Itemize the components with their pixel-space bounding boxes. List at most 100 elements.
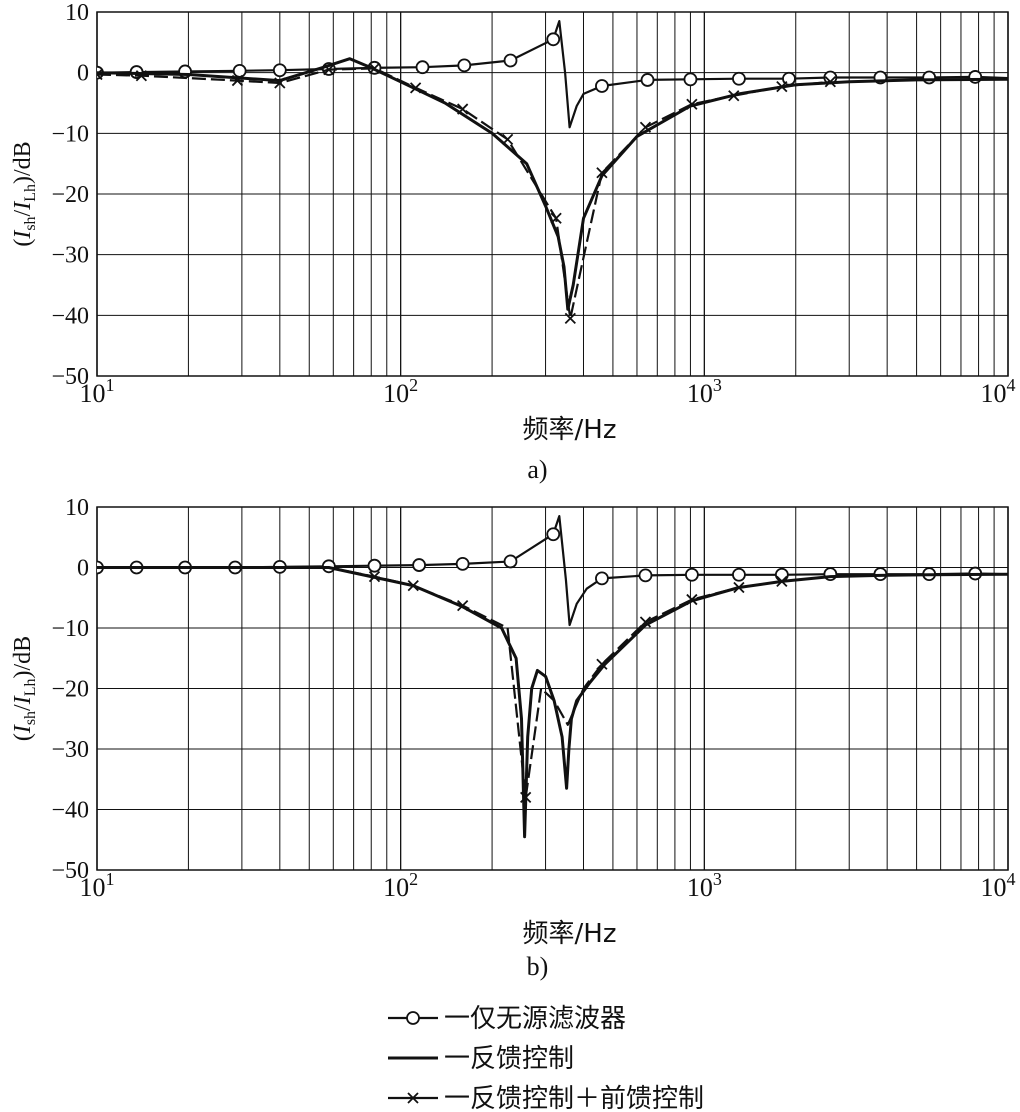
- y-axis-label: (Ish/ILh)/dB: [10, 636, 39, 741]
- x-axis-label: 频率/Hz: [523, 415, 617, 445]
- y-tick-label: 10: [65, 0, 89, 26]
- x-marker: [728, 90, 740, 102]
- circle-marker: [272, 63, 287, 78]
- x-marker: [231, 74, 244, 87]
- legend-label: 一反馈控制＋前馈控制: [444, 1084, 704, 1112]
- y-axis-label-part: (: [10, 239, 36, 247]
- y-tick-label: −20: [51, 677, 89, 703]
- x-marker: [457, 599, 469, 612]
- x-marker: [409, 82, 422, 94]
- y-tick-label: −40: [51, 798, 89, 824]
- y-axis-label-part: /I: [10, 201, 36, 217]
- x-tick-base: 10: [80, 379, 106, 408]
- legend-circle-icon: [406, 1011, 420, 1025]
- x-marker: [776, 575, 788, 588]
- x-marker: [639, 616, 652, 628]
- circle-marker: [684, 567, 699, 582]
- x-tick-exponent: 4: [1007, 375, 1016, 395]
- plot-frame: [96, 506, 1009, 871]
- circle-marker: [732, 71, 746, 86]
- x-tick-exponent: 3: [713, 375, 722, 395]
- x-tick-label: 102: [383, 869, 418, 902]
- grid: [96, 11, 1009, 377]
- series-line: [97, 57, 1008, 311]
- x-tick-base: 10: [383, 873, 409, 902]
- x-marker: [686, 98, 698, 110]
- x-tick-exponent: 3: [713, 869, 722, 889]
- x-marker: [97, 68, 103, 81]
- circle-marker: [412, 558, 426, 572]
- x-marker: [686, 593, 698, 606]
- y-axis-label-part: I: [10, 230, 36, 240]
- x-marker: [274, 77, 286, 89]
- y-axis-label-part: I: [10, 724, 36, 734]
- x-marker: [501, 133, 514, 146]
- x-marker: [368, 570, 381, 583]
- x-tick-exponent: 1: [106, 869, 115, 889]
- x-tick-base: 10: [981, 873, 1007, 902]
- y-tick-label: −10: [51, 121, 89, 147]
- y-tick-label: 10: [65, 495, 89, 521]
- y-tick-label: −40: [51, 303, 89, 329]
- y-axis-label-part: )/dB: [10, 141, 36, 184]
- series-passive-filter: [97, 20, 1008, 129]
- x-marker: [596, 167, 608, 179]
- legend-label: 一反馈控制: [444, 1044, 574, 1074]
- series-line: [97, 20, 1008, 129]
- x-tick-base: 10: [687, 873, 713, 902]
- x-marker: [733, 581, 745, 594]
- x-marker: [520, 791, 532, 804]
- circle-marker: [503, 53, 518, 68]
- circle-marker: [922, 70, 937, 85]
- y-axis-label-part: sh: [22, 711, 39, 725]
- x-marker: [407, 580, 419, 592]
- y-axis-label-part: Lh: [22, 678, 39, 696]
- x-tick-exponent: 4: [1007, 869, 1016, 889]
- x-marker: [368, 62, 381, 75]
- x-marker: [639, 121, 652, 133]
- series-line: [97, 566, 1008, 839]
- circle-marker: [732, 567, 746, 582]
- y-axis-label: (Ish/ILh)/dB: [10, 141, 39, 246]
- y-axis-label-part: sh: [22, 216, 39, 230]
- circle-marker: [968, 70, 983, 84]
- x-tick-base: 10: [687, 379, 713, 408]
- y-tick-label: −30: [51, 243, 89, 269]
- circle-marker: [457, 58, 472, 73]
- x-tick-label: 104: [981, 869, 1016, 902]
- circle-marker: [232, 63, 247, 78]
- y-tick-label: −50: [51, 858, 89, 884]
- legend-item: 一仅无源滤波器: [388, 1004, 626, 1034]
- series-line: [97, 67, 831, 320]
- series-passive-filter: [97, 514, 1008, 627]
- series-feedback-feedforward: [97, 62, 836, 325]
- x-tick-label: 101: [80, 869, 115, 902]
- panel-label: a): [527, 455, 547, 484]
- circle-marker: [503, 554, 518, 569]
- circle-marker: [455, 556, 470, 571]
- x-tick-base: 10: [80, 873, 106, 902]
- x-tick-label: 103: [687, 375, 722, 408]
- circle-marker: [774, 567, 789, 582]
- legend-item: 一反馈控制: [388, 1044, 574, 1074]
- y-tick-label: 0: [77, 556, 89, 582]
- circle-marker: [546, 527, 561, 542]
- x-marker: [564, 312, 576, 325]
- circle-marker: [415, 60, 430, 75]
- legend-x-icon: [407, 1092, 419, 1104]
- y-tick-label: −30: [51, 737, 89, 763]
- x-tick-label: 102: [383, 375, 418, 408]
- circle-marker: [640, 73, 655, 87]
- x-marker: [824, 76, 836, 88]
- circle-marker: [367, 558, 382, 573]
- x-marker: [323, 63, 335, 76]
- series-feedback: [97, 566, 1008, 839]
- x-tick-exponent: 1: [106, 375, 115, 395]
- y-axis-label-part: Lh: [22, 184, 39, 202]
- legend-item: 一反馈控制＋前馈控制: [388, 1084, 704, 1112]
- legend-label: 一仅无源滤波器: [444, 1004, 626, 1034]
